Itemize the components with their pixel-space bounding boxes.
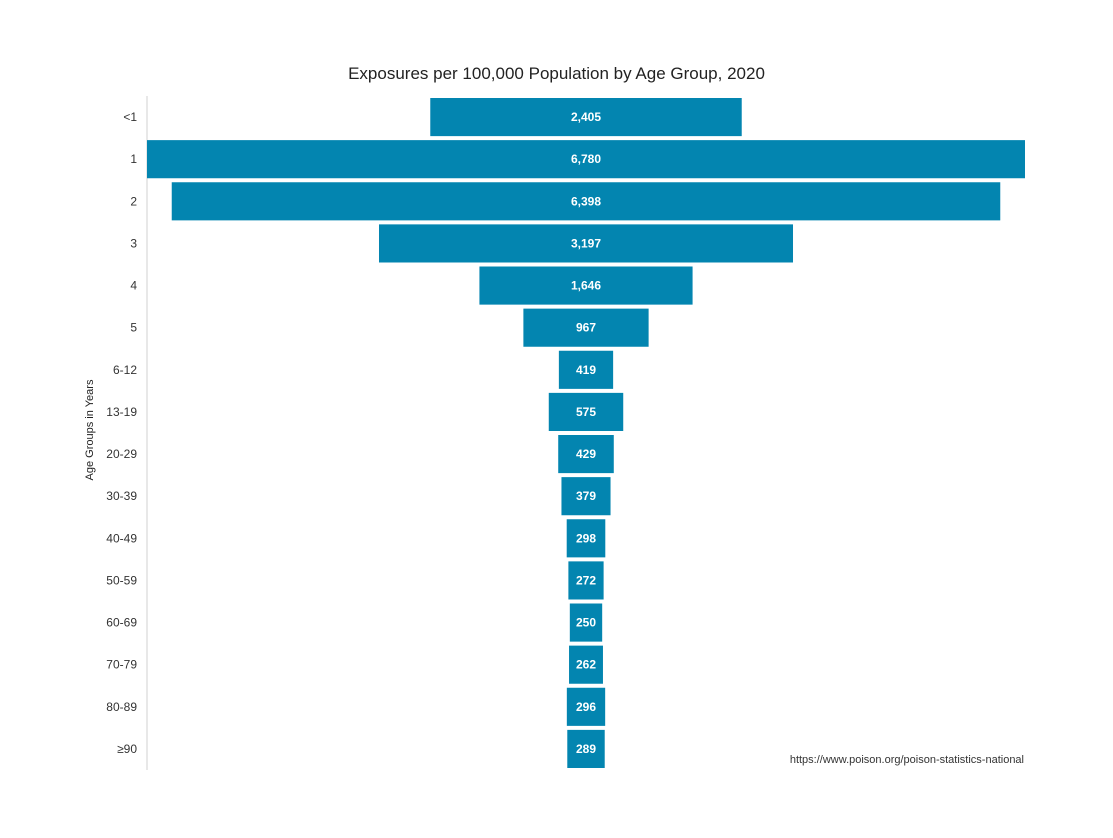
data-label: 429 xyxy=(576,447,596,461)
bar xyxy=(566,687,606,726)
bar xyxy=(523,308,649,347)
y-tick-label: 13-19 xyxy=(106,405,137,419)
bar xyxy=(558,435,614,474)
bar xyxy=(558,350,614,389)
data-label: 262 xyxy=(576,658,596,672)
y-tick-label: 80-89 xyxy=(106,700,137,714)
data-label: 379 xyxy=(576,489,596,503)
bar xyxy=(569,645,603,684)
y-tick-label: 4 xyxy=(130,279,137,293)
data-label: 250 xyxy=(576,616,596,630)
bar xyxy=(569,603,603,642)
y-tick-label: 50-59 xyxy=(106,573,137,587)
bar xyxy=(147,140,1025,179)
y-tick-label: 2 xyxy=(130,194,137,208)
y-tick-label: 5 xyxy=(130,321,137,335)
y-tick-label: <1 xyxy=(123,110,137,124)
data-label: 298 xyxy=(576,531,596,545)
bar xyxy=(548,392,624,431)
data-label: 419 xyxy=(576,363,596,377)
bar xyxy=(378,224,794,263)
y-tick-label: 6-12 xyxy=(113,363,137,377)
data-label: 6,780 xyxy=(571,152,601,166)
bar xyxy=(171,182,1001,221)
data-label: 967 xyxy=(576,321,596,335)
bar xyxy=(430,98,742,137)
data-label: 1,646 xyxy=(571,279,601,293)
bar xyxy=(567,729,605,768)
y-tick-label: 40-49 xyxy=(106,531,137,545)
bar xyxy=(561,477,611,516)
data-label: 296 xyxy=(576,700,596,714)
y-tick-label: 30-39 xyxy=(106,489,137,503)
data-label: 272 xyxy=(576,573,596,587)
y-tick-label: 70-79 xyxy=(106,658,137,672)
data-label: 3,197 xyxy=(571,236,601,250)
bar xyxy=(479,266,693,305)
data-label: 289 xyxy=(576,742,596,756)
data-label: 6,398 xyxy=(571,194,601,208)
y-tick-label: 60-69 xyxy=(106,616,137,630)
data-label: 2,405 xyxy=(571,110,601,124)
source-text: https://www.poison.org/poison-statistics… xyxy=(789,754,1024,766)
y-tick-label: ≥90 xyxy=(117,742,137,756)
y-tick-label: 3 xyxy=(130,236,137,250)
data-label: 575 xyxy=(576,405,596,419)
bar xyxy=(568,561,604,600)
bar xyxy=(566,519,606,558)
y-tick-label: 1 xyxy=(130,152,137,166)
chart-title: Exposures per 100,000 Population by Age … xyxy=(348,64,765,83)
y-tick-label: 20-29 xyxy=(106,447,137,461)
